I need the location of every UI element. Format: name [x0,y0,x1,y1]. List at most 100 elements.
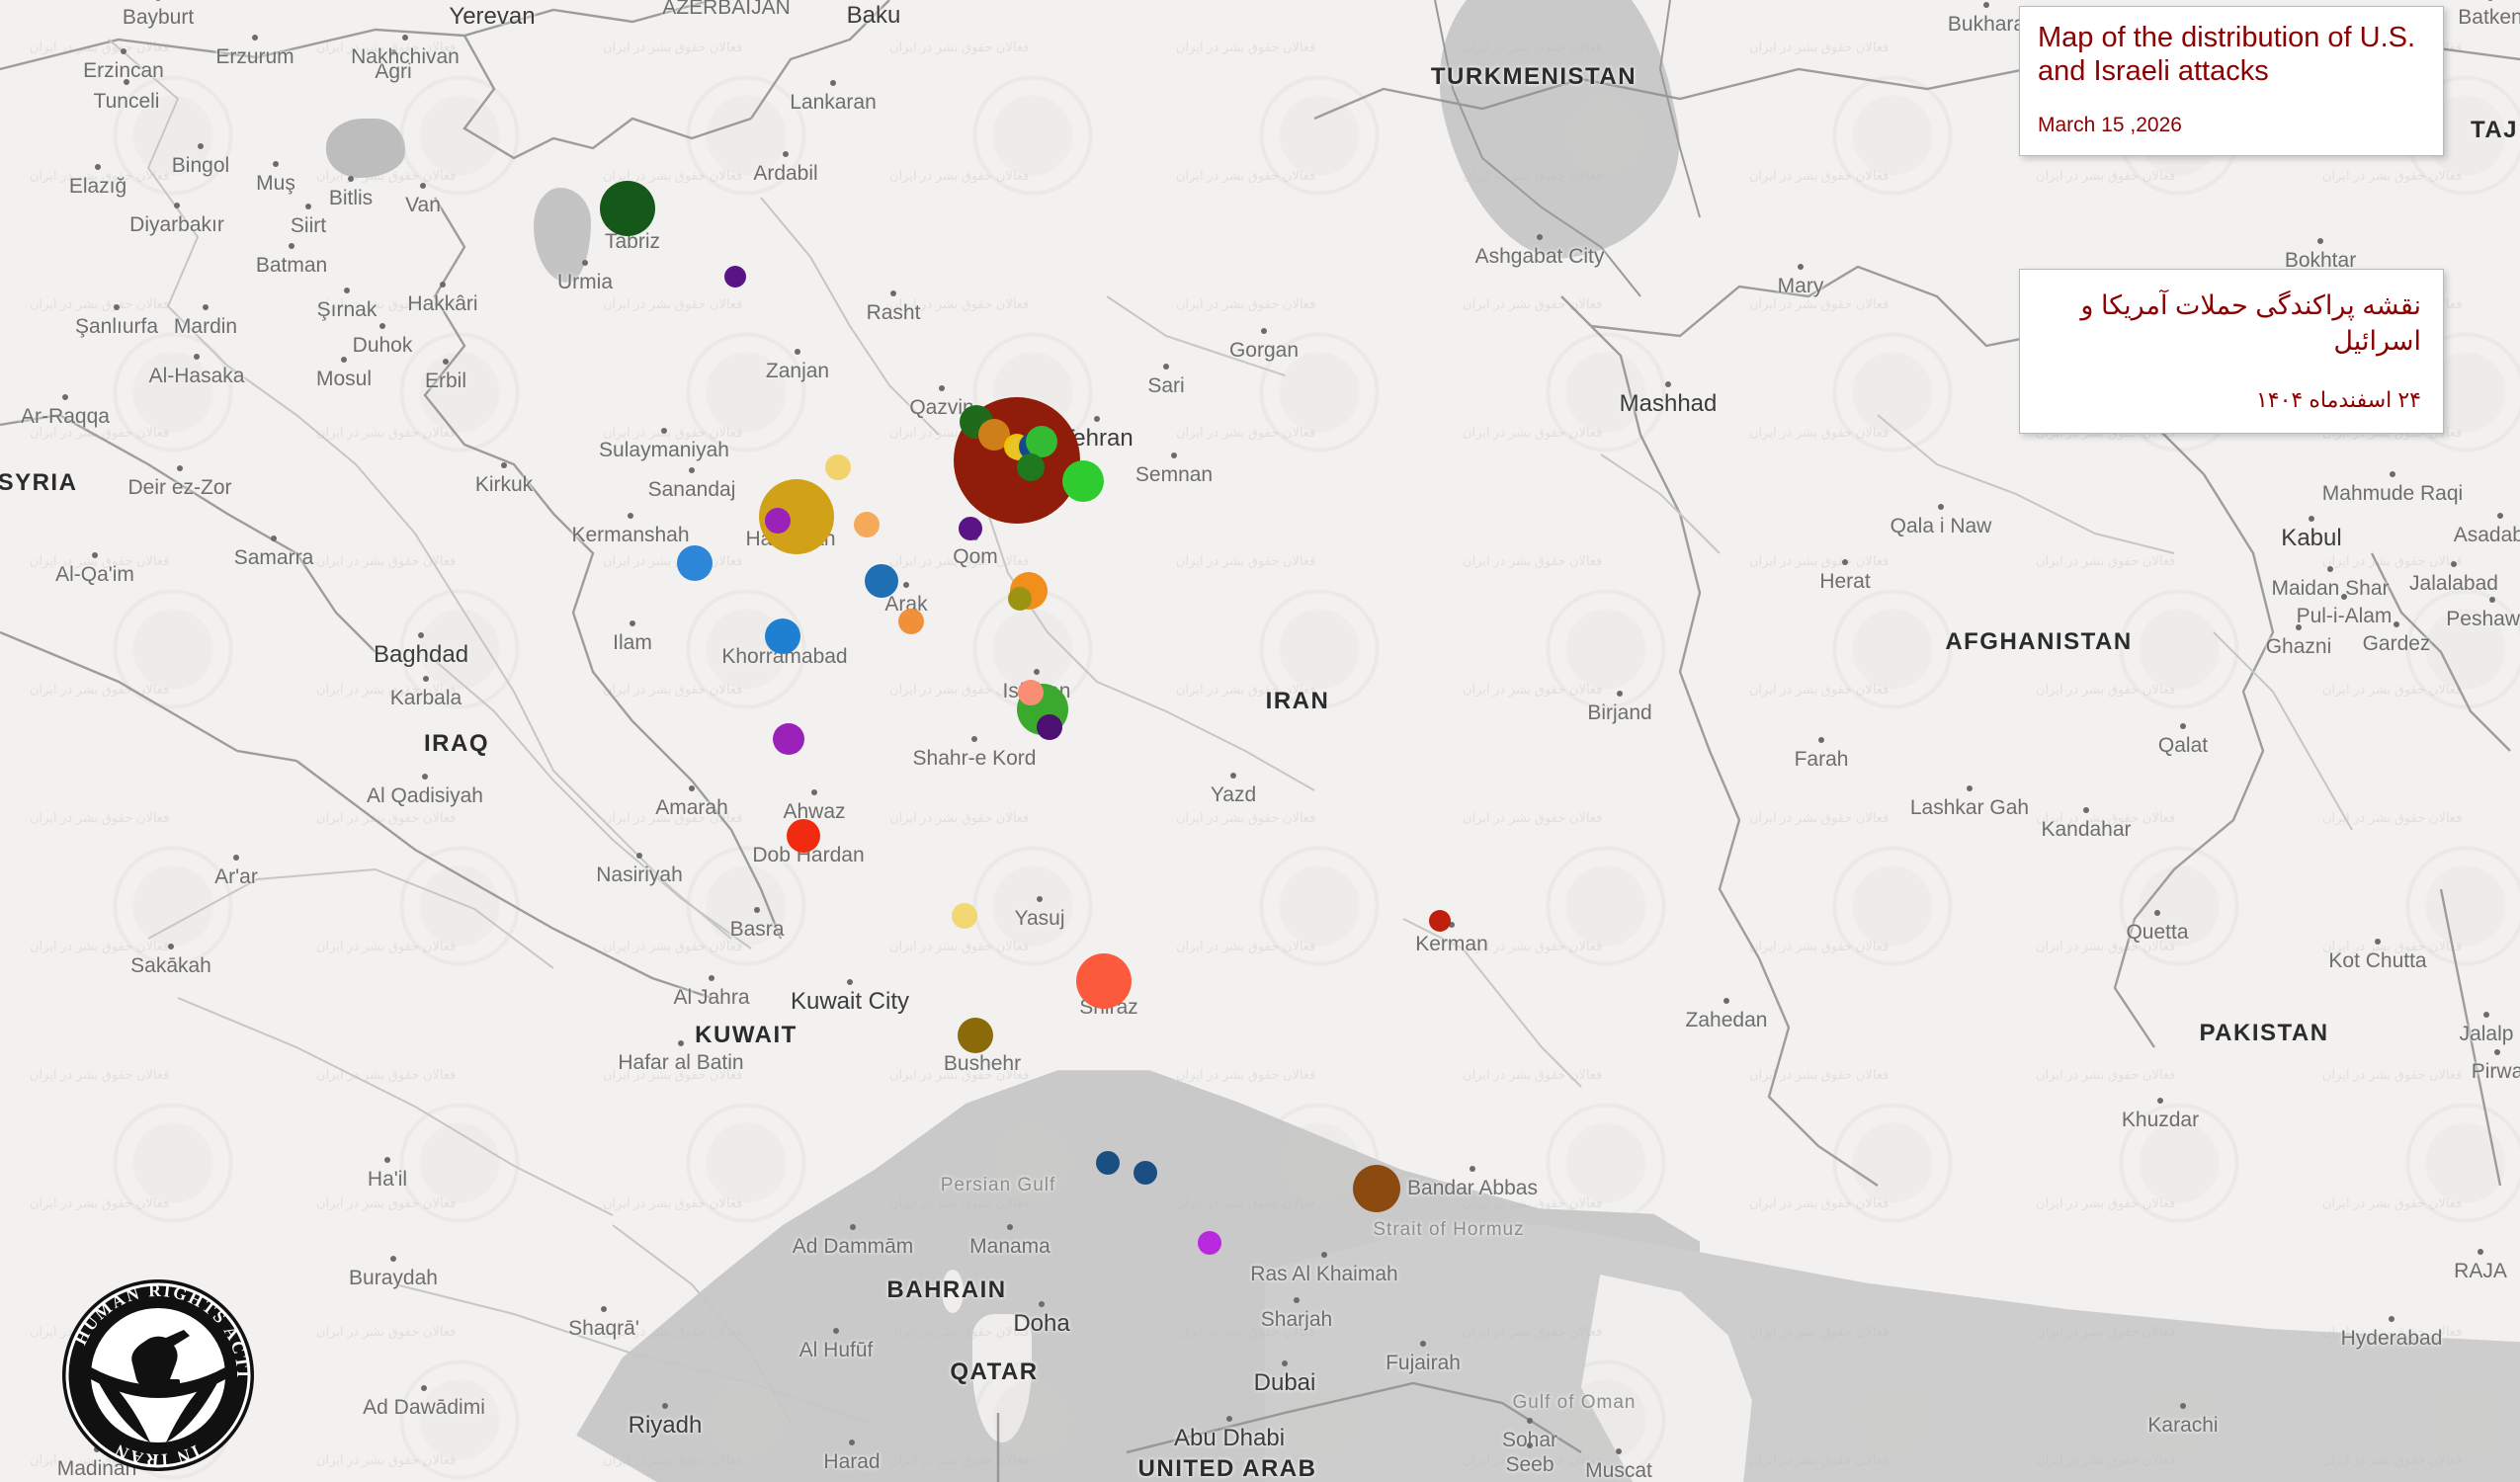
city-dot-deir-ez-zor [177,465,183,471]
attack-marker-khorramabad[interactable] [765,618,800,654]
city-label-asadabad: Asadabad [2453,524,2520,546]
city-dot-madinah [94,1446,100,1452]
city-dot-asadabad [2497,513,2503,519]
city-label-bingol: Bingol [171,154,230,177]
city-dot-elaz [95,164,101,170]
attack-marker-arak[interactable] [865,564,898,598]
city-label-sak-kah: Sakākah [130,954,211,977]
city-dot-amarah [689,785,695,791]
city-dot-kermanshah [628,513,633,519]
map-title-en: Map of the distribution of U.S. and Isra… [2038,22,2416,88]
city-label-gorgan: Gorgan [1228,339,1300,362]
city-label-pul-i-alam: Pul-i-Alam [2296,605,2393,627]
city-dot-isfahan [1034,669,1040,675]
attack-marker-yasuj[interactable] [952,903,977,929]
city-label-hafar-al-batin: Hafar al Batin [618,1051,744,1074]
city-label-elaz: Elazığ [68,175,127,198]
country-label-iraq: IRAQ [424,730,489,757]
attack-marker-gulf-e[interactable] [1134,1161,1157,1185]
city-label-rnak: Şırnak [316,298,378,321]
city-label-gardez: Gardez [2362,632,2431,655]
city-label-seeb: Seeb [1505,1453,1554,1476]
city-label-al-huf-f: Al Hufūf [798,1339,874,1361]
city-dot-hyderabad [2389,1316,2394,1322]
city-dot-bingol [198,143,204,149]
city-label-kabul: Kabul [2281,525,2342,551]
city-dot-arak [903,582,909,588]
country-label-pakistan: PAKISTAN [2199,1020,2329,1046]
attack-marker-bandar-abbas[interactable] [1353,1165,1400,1212]
city-label-ar-raqqa: Ar-Raqqa [21,405,110,428]
attack-marker-tabriz[interactable] [600,181,655,236]
city-dot-kirkuk [501,462,507,468]
city-label-farah: Farah [1794,748,1849,771]
city-label-duhok: Duhok [352,334,413,357]
city-label-diyarbak-r: Diyarbakır [129,213,224,236]
city-label-lashkar-gah: Lashkar Gah [1909,796,2030,819]
city-dot-tehran [1094,416,1100,422]
attack-marker-tehran-g[interactable] [1017,453,1045,481]
attack-marker-tehran-f[interactable] [1026,426,1057,457]
city-label-yasuj: Yasuj [1014,907,1065,930]
attack-marker-isfahan-b[interactable] [1037,714,1062,740]
city-label-buraydah: Buraydah [349,1267,438,1289]
attack-marker-shiraz[interactable] [1076,953,1132,1009]
city-label-birjand: Birjand [1587,701,1652,724]
attack-marker-qom[interactable] [959,517,982,540]
qatar-landmass [972,1314,1032,1442]
attack-marker-tehran-h[interactable] [1062,460,1104,502]
city-dot-peshawar [2489,597,2495,603]
city-dot-nasiriyah [636,853,642,859]
city-dot-sanandaj [689,467,695,473]
map-date-en: March 15 ,2026 [2038,114,2182,137]
city-label-erzincan: Erzincan [83,59,164,82]
city-label-samarra: Samarra [233,546,314,569]
attack-marker-qazvin-nw[interactable] [825,454,851,480]
map-date-fa: ۲۴ اسفندماه ۱۴۰۴ [2255,386,2421,412]
attack-marker-arak-s[interactable] [898,609,924,634]
city-label-mary: Mary [1777,275,1824,297]
attack-marker-ardabil-sw[interactable] [724,266,746,288]
city-dot-birjand [1617,691,1623,697]
city-label-peshawar: Peshawar [2446,608,2520,630]
city-label-fujairah: Fujairah [1386,1352,1461,1374]
city-label-amarah: Amarah [655,796,728,819]
city-dot-qazvin [939,385,945,391]
city-label-dob-hardan: Dob Hardan [752,844,865,866]
city-label-al-qa-im: Al-Qa'im [55,563,134,586]
attack-marker-hamadan-dot[interactable] [765,508,791,534]
city-label-jalalp: Jalalp [2459,1023,2514,1045]
city-dot-sharjah [1294,1297,1300,1303]
attack-marker-gulf-w[interactable] [1096,1151,1120,1175]
country-label-taj: TAJ [2470,117,2519,143]
city-label-baku: Baku [846,2,901,29]
city-dot-bitlis [348,176,354,182]
attack-marker-ahwaz[interactable] [787,819,820,853]
attack-marker-gulf-s[interactable] [1198,1231,1221,1255]
city-label-zahedan: Zahedan [1685,1009,1768,1031]
city-label-bushehr: Bushehr [943,1052,1022,1075]
attack-marker-shahr-e-kord[interactable] [773,723,804,755]
city-label-ilam: Ilam [613,631,652,654]
city-dot-al-huf-f [833,1328,839,1334]
city-dot-mu [273,161,279,167]
city-dot-quetta [2154,910,2160,916]
city-dot-kabul [2309,516,2314,522]
attack-marker-isfahan-a[interactable] [1018,680,1044,705]
country-label-afghanistan: AFGHANISTAN [1945,628,2133,655]
attack-marker-qom-se-dot[interactable] [1008,587,1032,611]
city-dot-bandar-abbas [1470,1166,1475,1172]
city-label-ad-damm-m: Ad Dammām [792,1235,914,1258]
city-label-quetta: Quetta [2126,921,2189,944]
city-label-riyadh: Riyadh [628,1412,703,1439]
attack-marker-hamadan-east[interactable] [854,512,880,537]
attack-marker-kerman[interactable] [1429,910,1451,932]
city-label-kot-chutta: Kot Chutta [2328,949,2427,972]
attack-marker-bushehr[interactable] [958,1018,993,1053]
attack-marker-kermanshah[interactable] [677,545,713,581]
city-dot-khuzdar [2157,1098,2163,1104]
city-dot-pirwa [2494,1049,2500,1055]
city-dot-ardabil [783,151,789,157]
